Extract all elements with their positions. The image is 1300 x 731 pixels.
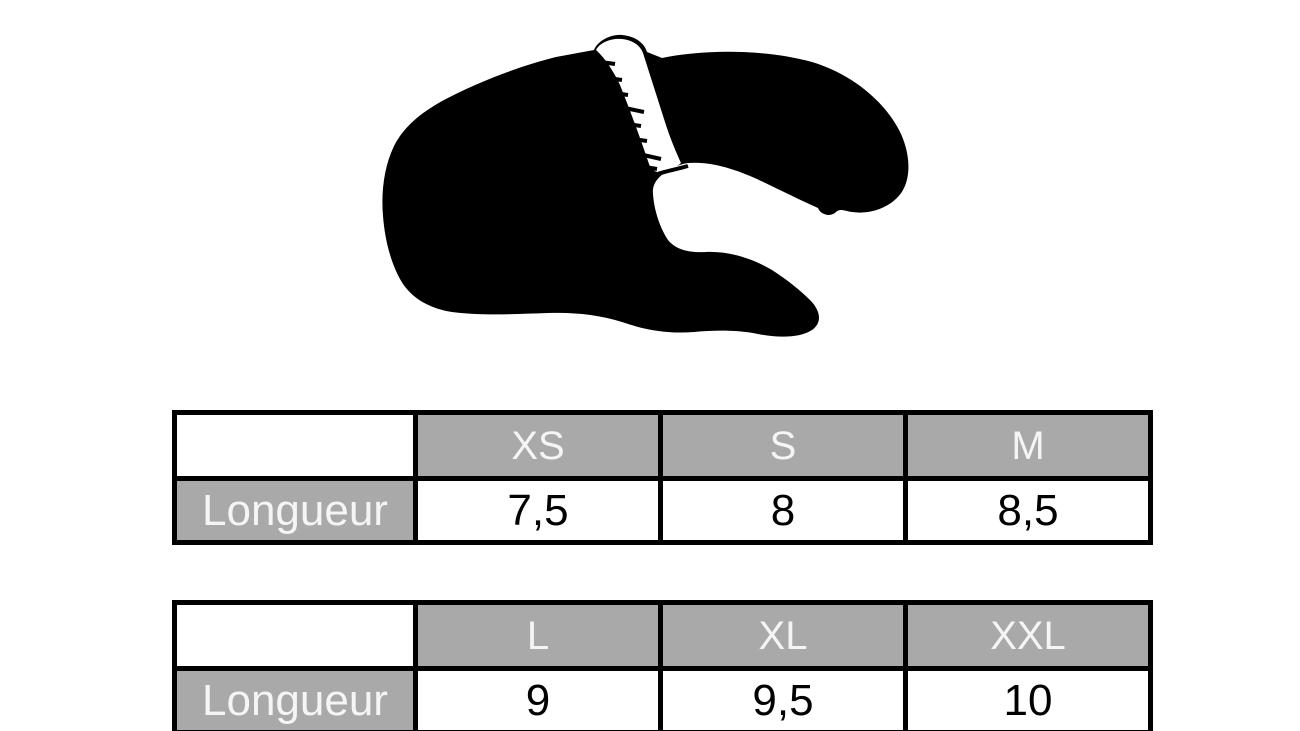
size-header-m: M	[903, 410, 1153, 481]
size-table-l-xl-xxl: L XL XXL Longueur 9 9,5 10	[172, 600, 1153, 731]
tape-tick-marks	[600, 60, 662, 171]
size-header-xs: XS	[413, 410, 663, 481]
row-label-longueur: Longueur	[172, 476, 418, 545]
hand-measure-illustration	[375, 20, 920, 350]
row-label-longueur: Longueur	[172, 666, 418, 731]
size-header-xl: XL	[658, 600, 908, 671]
size-header-s: S	[658, 410, 908, 481]
value-m: 8,5	[903, 476, 1153, 545]
hand-silhouette	[382, 34, 909, 337]
hand-with-measuring-tape-icon	[382, 34, 909, 337]
size-header-l: L	[413, 600, 663, 671]
value-xxl: 10	[903, 666, 1153, 731]
measuring-tape-band	[596, 38, 681, 173]
size-table-xs-s-m: XS S M Longueur 7,5 8 8,5	[172, 410, 1153, 545]
size-header-xxl: XXL	[903, 600, 1153, 671]
tape-end-line	[647, 164, 689, 180]
value-xl: 9,5	[658, 666, 908, 731]
value-xs: 7,5	[413, 476, 663, 545]
blank-cell	[172, 600, 418, 671]
value-l: 9	[413, 666, 663, 731]
value-s: 8	[658, 476, 908, 545]
blank-cell	[172, 410, 418, 481]
